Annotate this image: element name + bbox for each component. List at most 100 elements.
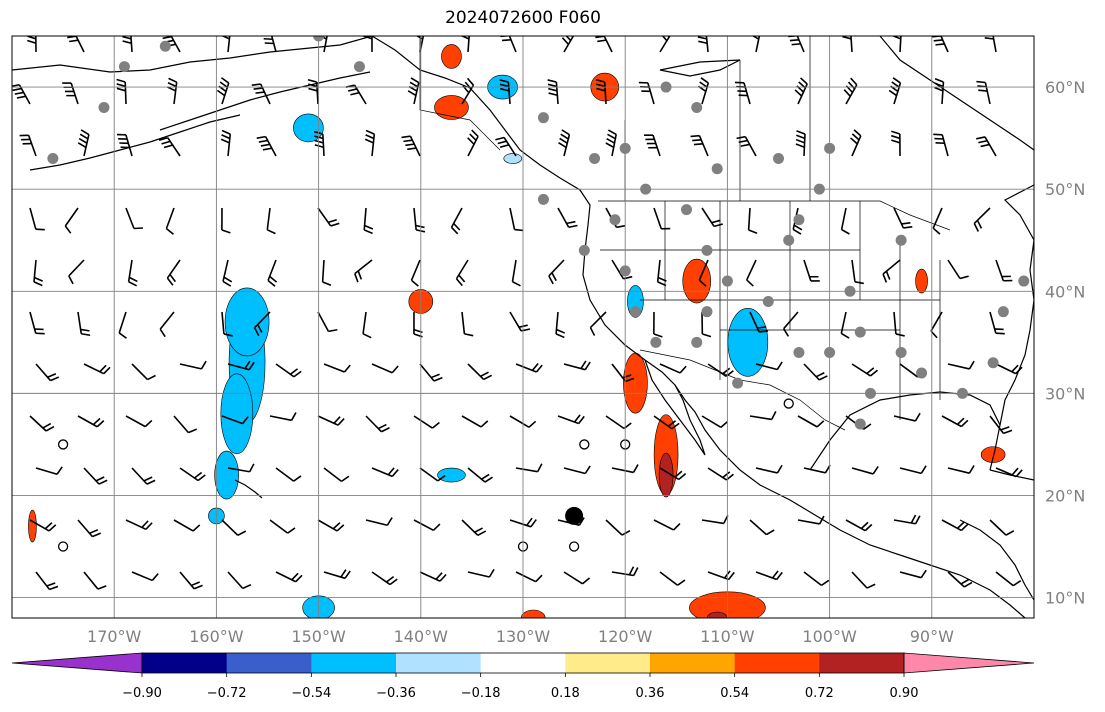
wind-barb [179,571,203,590]
wind-barb [321,259,332,287]
coastline-baja [644,359,706,456]
wind-barb [803,571,830,587]
wind-barb [840,207,850,235]
wind-barb [947,571,973,588]
grey-station-marker [47,153,59,165]
wind-barb [995,571,1022,587]
grey-station-marker [159,40,171,52]
wind-barb [783,311,799,337]
colorbar-segment [396,653,482,673]
wind-barb [220,129,232,157]
wind-barb [698,259,709,287]
wind-barb [461,311,474,337]
wind-barb [643,134,661,157]
wind-barb [125,207,143,230]
wind-barb [267,259,278,287]
field-blob [214,450,239,500]
colorbar-tick-label: 0.36 [636,686,665,701]
field-blob [437,467,466,483]
wind-barb [77,311,91,337]
grey-station-marker [1018,275,1030,287]
grey-station-marker [793,214,805,226]
wind-barb [173,519,201,532]
wind-barb [851,363,878,377]
field-blob [706,611,728,618]
wind-barb [307,78,319,105]
wind-barb [122,36,133,53]
wind-barb [893,311,905,337]
lon-label: 150°W [291,627,346,646]
colorbar-tick-label: −0.90 [122,686,162,701]
grey-station-marker [691,336,703,348]
wind-barb [317,415,345,426]
wind-barb [653,519,681,531]
grey-station-marker [537,193,549,205]
wind-barb [589,311,607,336]
wind-barb [179,467,206,482]
wind-barb [83,467,108,485]
wind-barb [989,311,1005,335]
wind-barb [401,135,421,157]
coastline-cuba [989,469,1034,481]
wind-barb [701,207,723,228]
wind-barb [690,134,709,157]
wind-barb [364,129,376,157]
border-us-mexico [639,349,846,431]
wind-barb [461,415,489,428]
wind-barb [371,571,398,586]
grey-station-marker [701,244,713,256]
wind-barb [989,415,1013,435]
wind-barb [803,363,828,381]
wind-barb [275,571,303,583]
colorbar-segment [142,653,228,673]
wind-barb [701,415,729,429]
field-blob [980,446,1006,463]
wind-barb [323,467,350,483]
wind-barb [116,78,127,105]
wind-barb [467,568,495,578]
field-blob [503,153,523,164]
field-blob [441,44,462,69]
wind-barb [125,519,153,531]
grey-station-marker [1049,245,1060,256]
wind-barb [851,465,879,475]
wind-barb [256,135,277,157]
map-title: 2024072600 F060 [445,8,601,28]
wind-barb [941,519,969,532]
lon-label: 160°W [189,627,244,646]
wind-barb [221,415,249,425]
wind-barb [515,362,543,373]
wind-barb [167,77,178,105]
wind-barb [701,311,712,338]
colorbar-segment [480,653,566,673]
colorbar-tick-label: 0.54 [720,686,749,701]
wind-barb [656,259,667,287]
colorbar-tick-label: 0.72 [805,686,834,701]
colorbar-extend-high [903,652,1035,674]
wind-barb [605,519,631,536]
wind-barb [64,207,79,234]
wind-barb [166,259,181,286]
coastline-hawaii [234,479,263,499]
lon-label: 120°W [598,627,653,646]
wind-barb [467,129,479,157]
wind-barb [653,311,663,338]
field-blob [682,258,712,304]
wind-barb [515,463,543,473]
wind-barb [227,571,252,590]
colorbar: −0.90 −0.72 −0.54 −0.36 −0.18 0.18 0.36 0.54 0.7… [11,652,1035,701]
wind-barb [795,130,806,157]
wind-barb [515,571,543,583]
wind-barb [751,36,761,53]
grey-station-marker [1069,429,1080,440]
grey-station-marker [589,153,601,165]
open-station-marker [57,439,69,450]
colorbar-tick-label: 0.18 [551,686,580,701]
filled-station-marker [565,506,584,525]
lat-label: 60°N [1045,78,1085,97]
wind-barb [595,78,607,105]
grey-station-marker [629,306,641,318]
wind-barb [158,136,181,157]
wind-barb [509,415,537,428]
wind-barb [934,77,945,105]
